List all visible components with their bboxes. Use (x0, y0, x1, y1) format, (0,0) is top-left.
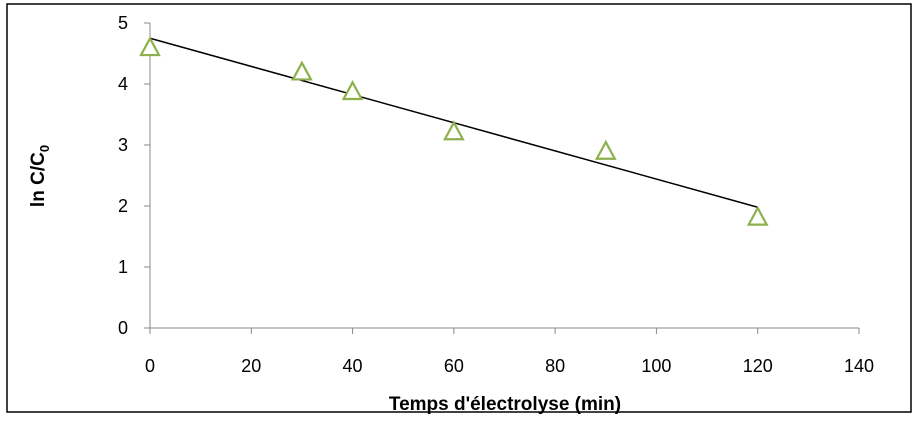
x-tick-label: 0 (145, 356, 155, 376)
y-tick-label: 1 (118, 257, 128, 277)
x-tick-label: 80 (545, 356, 565, 376)
x-axis-title: Temps d'électrolyse (min) (389, 394, 621, 415)
chart-border (6, 3, 912, 413)
y-axis-title-subscript: 0 (37, 145, 52, 152)
y-tick-label: 2 (118, 196, 128, 216)
axes (149, 23, 859, 329)
y-tick-label: 5 (118, 13, 128, 33)
x-tick-label: 40 (343, 356, 363, 376)
points-group (139, 36, 769, 226)
data-point (746, 205, 769, 226)
y-tick-label: 0 (118, 318, 128, 338)
ticks: 0 1 2 3 4 5 0 20 40 60 80 100 120 140 (118, 13, 874, 376)
data-point (291, 60, 313, 81)
y-tick-label: 4 (118, 74, 128, 94)
data-point (594, 139, 617, 160)
x-tick-label: 20 (241, 356, 261, 376)
y-tick-label: 3 (118, 135, 128, 155)
data-point (341, 80, 364, 101)
y-axis-title-main: ln C/C (28, 152, 49, 207)
x-tick-label: 120 (743, 356, 773, 376)
x-tick-label: 60 (444, 356, 464, 376)
data-point (139, 36, 161, 57)
x-tick-label: 100 (641, 356, 671, 376)
x-tick-label: 140 (844, 356, 874, 376)
y-axis-title: ln C/C0 (28, 145, 52, 207)
data-point (443, 120, 465, 141)
